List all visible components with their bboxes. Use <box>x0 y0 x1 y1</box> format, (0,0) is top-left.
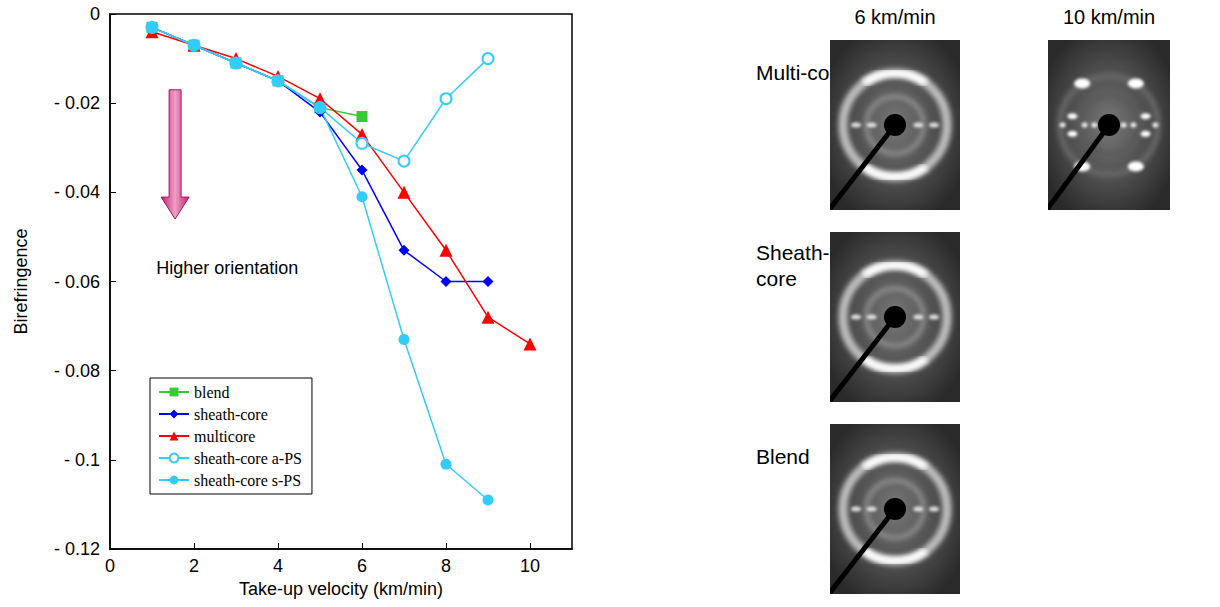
svg-text:2: 2 <box>189 556 199 576</box>
svg-text:- 0.02: - 0.02 <box>54 93 100 113</box>
svg-text:- 0.12: - 0.12 <box>54 539 100 559</box>
svg-text:Sheath-core: Sheath-core <box>756 241 830 290</box>
svg-text:sheath-core: sheath-core <box>194 406 268 423</box>
svg-text:6 km/min: 6 km/min <box>854 6 935 28</box>
svg-text:blend: blend <box>194 384 230 401</box>
svg-text:4: 4 <box>273 556 283 576</box>
svg-text:- 0.06: - 0.06 <box>54 272 100 292</box>
svg-text:10 km/min: 10 km/min <box>1063 6 1155 28</box>
svg-text:0: 0 <box>90 4 100 24</box>
svg-text:- 0.04: - 0.04 <box>54 182 100 202</box>
svg-text:Blend: Blend <box>756 445 810 468</box>
svg-text:10: 10 <box>520 556 540 576</box>
svg-text:Higher orientation: Higher orientation <box>156 258 298 278</box>
svg-text:Multi-core: Multi-core <box>756 61 849 84</box>
svg-text:0: 0 <box>105 556 115 576</box>
svg-text:sheath-core s-PS: sheath-core s-PS <box>194 472 301 489</box>
svg-text:Birefringence: Birefringence <box>11 228 31 334</box>
svg-text:6: 6 <box>357 556 367 576</box>
svg-text:sheath-core a-PS: sheath-core a-PS <box>194 450 302 467</box>
svg-text:multicore: multicore <box>194 428 255 445</box>
svg-text:- 0.08: - 0.08 <box>54 361 100 381</box>
svg-text:- 0.1: - 0.1 <box>64 450 100 470</box>
svg-text:Take-up velocity (km/min): Take-up velocity (km/min) <box>239 579 443 599</box>
svg-text:8: 8 <box>441 556 451 576</box>
